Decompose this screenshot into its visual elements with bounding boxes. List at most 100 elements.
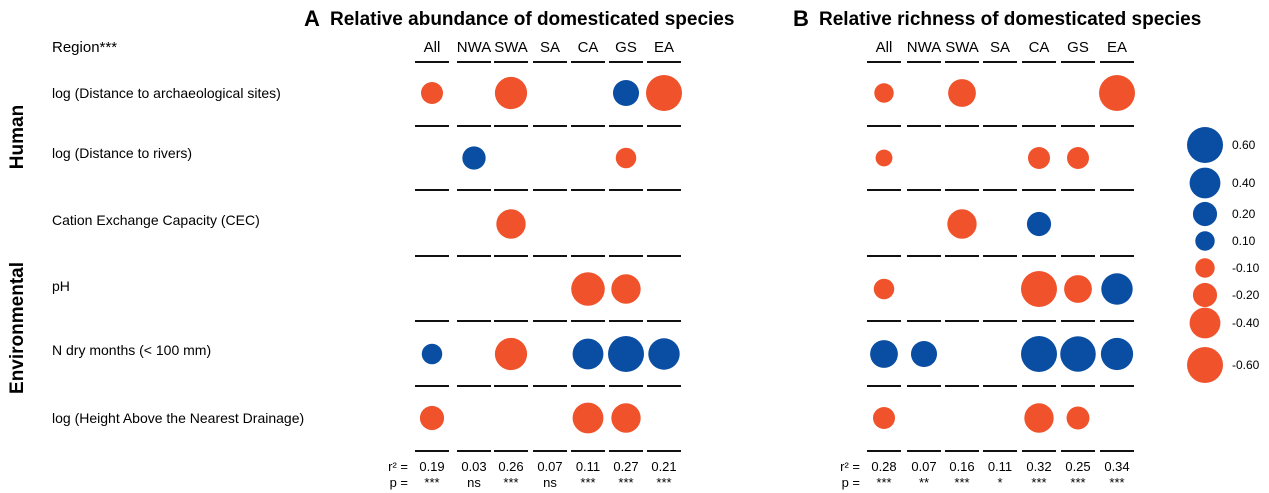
column-header-nwa: NWA <box>907 39 941 56</box>
legend-label: -0.60 <box>1232 358 1260 372</box>
bubble-3-gs <box>1064 275 1092 303</box>
bubble-3-all <box>873 278 895 300</box>
row-label-archaeological: log (Distance to archaeological sites) <box>52 85 281 101</box>
column-header-gs: GS <box>615 39 637 56</box>
row-label-rivers: log (Distance to rivers) <box>52 145 192 161</box>
group-label-human: Human <box>7 105 28 169</box>
bubble-0-all <box>874 83 894 103</box>
p-value: *** <box>503 475 518 490</box>
column-header-ca: CA <box>578 39 599 56</box>
p-value: *** <box>1070 475 1085 490</box>
bubble-0-ea <box>646 75 682 111</box>
legend-bubble <box>1195 231 1215 251</box>
r2-label: r² = <box>388 459 408 474</box>
bubble-3-ca <box>571 272 605 306</box>
p-value: *** <box>1031 475 1046 490</box>
bubble-2-swa <box>496 209 526 239</box>
p-value: *** <box>876 475 891 490</box>
bubble-0-swa <box>494 76 528 110</box>
r2-value: 0.03 <box>461 459 486 474</box>
p-label: p = <box>390 475 408 490</box>
column-header-swa: SWA <box>945 39 979 56</box>
r2-value: 0.27 <box>613 459 638 474</box>
r2-value: 0.25 <box>1065 459 1090 474</box>
p-value: *** <box>656 475 671 490</box>
r2-value: 0.11 <box>576 459 600 474</box>
bubble-0-gs <box>612 79 640 107</box>
bubble-4-all <box>421 343 443 365</box>
panel-a-grid: All NWA SWA SA CA GS EA r² =p = 0.19 0.03 0.26 0.07… <box>388 39 682 490</box>
bubble-1-gs <box>615 147 637 169</box>
legend-label: 0.40 <box>1232 176 1256 190</box>
bubble-2-swa <box>947 209 977 239</box>
group-label-environmental: Environmental <box>7 262 28 394</box>
r2-value: 0.26 <box>498 459 523 474</box>
bubble-1-gs <box>1067 147 1089 169</box>
column-header-nwa: NWA <box>457 39 491 56</box>
region-header: Region*** <box>52 39 117 56</box>
bubble-4-ca <box>572 338 604 370</box>
bubble-4-all <box>870 340 898 368</box>
r2-value: 0.07 <box>537 459 562 474</box>
panel-b-grid: All NWA SWA SA CA GS EA r² =p = 0.28 0.07 0.16 0.11… <box>840 39 1135 490</box>
column-header-sa: SA <box>990 39 1010 56</box>
legend-label: 0.10 <box>1232 234 1256 248</box>
p-value: ns <box>467 475 481 490</box>
r2-value: 0.28 <box>871 459 896 474</box>
bubble-5-all <box>873 407 895 429</box>
bubble-3-gs <box>611 274 641 304</box>
row-label-hand: log (Height Above the Nearest Drainage) <box>52 410 304 426</box>
column-header-swa: SWA <box>494 39 528 56</box>
p-value: *** <box>1109 475 1124 490</box>
row-label-dry-months: N dry months (< 100 mm) <box>52 342 211 358</box>
legend-label: -0.20 <box>1232 288 1260 302</box>
legend-bubble <box>1187 347 1223 383</box>
bubble-1-all <box>875 149 893 167</box>
p-value: *** <box>954 475 969 490</box>
bubble-0-swa <box>948 79 976 107</box>
column-header-ea: EA <box>654 39 674 56</box>
bubble-4-ea <box>1100 337 1134 371</box>
r2-value: 0.21 <box>651 459 676 474</box>
p-value: *** <box>618 475 633 490</box>
legend-label: -0.40 <box>1232 316 1260 330</box>
column-header-ca: CA <box>1029 39 1050 56</box>
column-header-all: All <box>424 39 441 56</box>
bubble-5-gs <box>611 403 641 433</box>
bubble-0-ea <box>1099 75 1135 111</box>
row-label-cec: Cation Exchange Capacity (CEC) <box>52 212 260 228</box>
legend-bubble <box>1189 307 1221 339</box>
p-value: *** <box>424 475 439 490</box>
legend-label: 0.20 <box>1232 207 1256 221</box>
p-label: p = <box>842 475 860 490</box>
size-legend: 0.60 0.40 0.20 0.10 -0.10 -0.20 -0.40 -0.60 <box>1187 127 1260 383</box>
p-value: * <box>997 475 1002 490</box>
panel-a-letter: A <box>304 6 320 31</box>
r2-value: 0.07 <box>911 459 936 474</box>
panel-a-title: Relative abundance of domesticated speci… <box>330 9 734 30</box>
bubble-5-ca <box>572 402 604 434</box>
p-value: ns <box>543 475 557 490</box>
bubble-4-gs <box>608 336 644 372</box>
bubble-5-all <box>419 405 445 431</box>
bubble-4-swa <box>494 337 528 371</box>
bubble-1-ca <box>1028 147 1050 169</box>
r2-value: 0.32 <box>1026 459 1051 474</box>
r2-value: 0.11 <box>988 459 1012 474</box>
r2-value: 0.34 <box>1104 459 1129 474</box>
legend-label: -0.10 <box>1232 261 1260 275</box>
legend-bubble <box>1189 167 1221 199</box>
p-value: ** <box>919 475 929 490</box>
legend-bubble <box>1192 282 1218 308</box>
column-header-all: All <box>876 39 893 56</box>
bubble-4-gs <box>1060 336 1096 372</box>
legend-bubble <box>1187 127 1223 163</box>
column-header-ea: EA <box>1107 39 1127 56</box>
legend-bubble <box>1192 201 1218 227</box>
legend-bubble <box>1195 258 1215 278</box>
bubble-0-all <box>421 82 443 104</box>
column-header-sa: SA <box>540 39 560 56</box>
r2-label: r² = <box>840 459 860 474</box>
bubble-4-nwa <box>910 340 938 368</box>
